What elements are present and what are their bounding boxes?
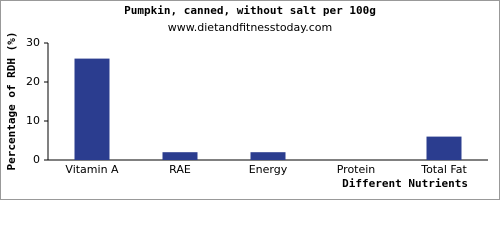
y-tick-label: 0 <box>33 153 40 166</box>
y-tick-label: 10 <box>26 114 40 127</box>
x-tick-label: Vitamin A <box>65 163 119 176</box>
x-tick-label: Total Fat <box>420 163 467 176</box>
x-tick-label: Energy <box>249 163 288 176</box>
chart: Pumpkin, canned, without salt per 100g w… <box>0 0 500 200</box>
x-axis-label: Different Nutrients <box>342 177 468 190</box>
x-tick-label: Protein <box>337 163 376 176</box>
bar <box>74 58 110 160</box>
bar <box>426 136 462 160</box>
bar <box>162 152 198 160</box>
y-tick-label: 20 <box>26 75 40 88</box>
y-axis-label: Percentage of RDH (%) <box>5 31 18 170</box>
x-tick-label: RAE <box>169 163 191 176</box>
chart-title: Pumpkin, canned, without salt per 100g <box>124 4 376 17</box>
bar <box>250 152 286 160</box>
y-tick-label: 30 <box>26 36 40 49</box>
chart-subtitle: www.dietandfitnesstoday.com <box>168 21 332 34</box>
